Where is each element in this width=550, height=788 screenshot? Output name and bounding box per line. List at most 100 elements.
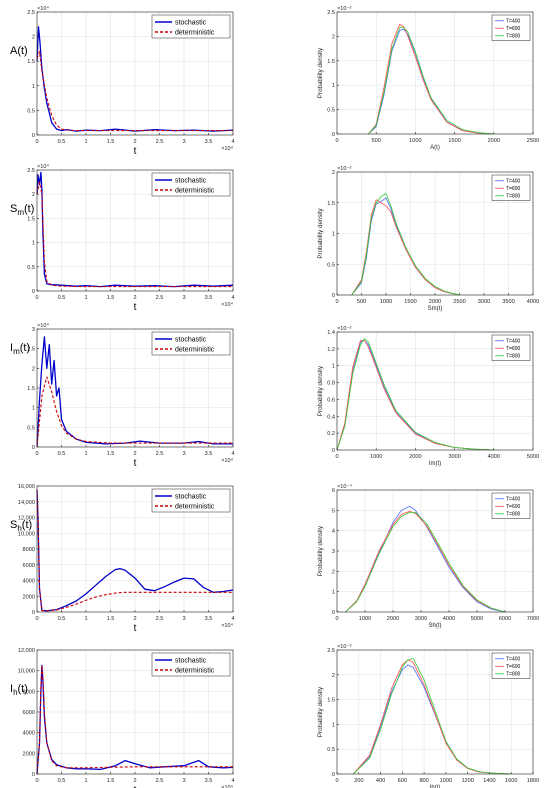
y-tick-label: 0 (332, 293, 335, 299)
y-axis-label: Sm(t) (10, 203, 34, 217)
x-tick-label: 600 (398, 778, 407, 784)
x-tick-label: 4000 (527, 299, 539, 305)
x-tick-label: 2000 (409, 454, 421, 460)
series-line-t-600 (351, 199, 460, 296)
series-line-t-600 (352, 659, 512, 775)
legend-box (491, 334, 531, 361)
legend-label: T=800 (506, 672, 521, 678)
series-line-stochastic (36, 664, 234, 775)
x-tick-label: 1000 (440, 778, 452, 784)
y-tick-label: 0 (32, 133, 35, 139)
y-tick-label: 1 (332, 722, 335, 728)
y-tick-label: 1.2 (327, 347, 335, 353)
series-line-t-800 (351, 193, 460, 296)
x-tick-label: 0 (35, 451, 38, 457)
x-tick-label: 3 (182, 295, 185, 301)
x-tick-label: 1 (84, 451, 87, 457)
x-tick-label: 1 (84, 295, 87, 301)
x-tick-label: 1.5 (107, 139, 115, 145)
series-line-t-600 (368, 23, 494, 135)
x-tick-label: 400 (376, 778, 385, 784)
y-tick-label: 1.5 (27, 59, 35, 65)
y-tick-label: 4000 (23, 579, 35, 585)
legend: stochastic deterministic (151, 488, 231, 513)
y-tick-label: 6000 (23, 563, 35, 569)
x-exponent-label: ×10⁴ (221, 301, 233, 308)
x-axis-label: Sm(t) (428, 306, 443, 312)
x-tick-label: 800 (419, 778, 428, 784)
x-exponent-label: ×10⁴ (221, 457, 233, 464)
legend-label: stochastic (175, 657, 207, 664)
y-tick-label: 0.6 (327, 397, 335, 403)
x-tick-label: 0 (335, 138, 338, 144)
legend-label: deterministic (175, 667, 215, 674)
x-tick-label: 1400 (483, 778, 495, 784)
y-exponent-label: ×10⁻³ (337, 6, 351, 12)
x-tick-label: 0.5 (58, 295, 66, 301)
x-tick-label: 0 (335, 778, 338, 784)
series-line-deterministic (36, 489, 233, 612)
x-exponent-label: ×10⁴ (221, 622, 233, 629)
y-tick-label: 0 (32, 289, 35, 295)
series-line-t-800 (345, 512, 506, 613)
y-tick-label: 4000 (23, 731, 35, 737)
y-tick-label: 0.8 (327, 381, 335, 387)
x-tick-label: 3.5 (205, 616, 213, 622)
x-tick-label: 2.5 (156, 295, 164, 301)
legend-label: T=800 (506, 354, 521, 360)
x-tick-label: 4 (231, 451, 234, 457)
legend-label: deterministic (175, 29, 215, 36)
y-exponent-label: ×10⁻³ (337, 166, 351, 172)
y-axis-label: Probability density (317, 525, 324, 576)
legend-label: deterministic (175, 503, 215, 510)
y-exponent-label: ×10⁻³ (337, 644, 351, 650)
x-tick-label: 500 (372, 138, 381, 144)
x-tick-label: 2500 (527, 138, 539, 144)
y-exponent-label: ×10⁴ (37, 163, 49, 170)
legend-label: T=800 (506, 194, 521, 200)
y-tick-label: 8000 (23, 547, 35, 553)
y-tick-label: 2.5 (27, 347, 35, 353)
x-tick-label: 3 (182, 616, 185, 622)
series-line-deterministic (36, 50, 233, 132)
x-axis-label: A(t) (430, 145, 440, 151)
x-tick-label: 2000 (429, 299, 441, 305)
axes-frame (336, 649, 534, 775)
y-tick-label: 0.4 (327, 414, 335, 420)
y-axis-label: A(t) (10, 45, 28, 57)
x-tick-label: 0.5 (58, 616, 66, 622)
legend: stochastic deterministic (151, 172, 231, 197)
x-tick-label: 4 (231, 295, 234, 301)
y-tick-label: 3 (332, 549, 335, 555)
y-axis-label: Probability density (317, 207, 324, 258)
x-tick-label: 4 (231, 616, 234, 622)
x-tick-label: 1200 (461, 778, 473, 784)
legend-label: stochastic (175, 493, 207, 500)
y-tick-label: 0.5 (327, 262, 335, 268)
x-tick-label: 2.5 (156, 451, 164, 457)
y-tick-label: 0.5 (27, 108, 35, 114)
x-tick-label: 2 (133, 139, 136, 145)
y-tick-label: 1.4 (327, 330, 335, 336)
x-tick-label: 1600 (505, 778, 517, 784)
y-tick-label: 6000 (23, 710, 35, 716)
legend-label: T=400 (506, 497, 521, 503)
y-tick-label: 0 (332, 132, 335, 138)
y-exponent-label: ×10⁴ (37, 5, 49, 12)
x-axis-label: Im(t) (429, 461, 441, 467)
x-tick-label: 3.5 (205, 295, 213, 301)
x-axis-label: t (134, 302, 137, 313)
y-tick-label: 1 (32, 84, 35, 90)
y-tick-label: 0 (32, 772, 35, 778)
y-axis-label: Probability density (317, 686, 324, 737)
y-tick-label: 1 (332, 83, 335, 89)
x-tick-label: 3000 (478, 299, 490, 305)
x-tick-label: 3500 (502, 299, 514, 305)
x-tick-label: 0.5 (58, 451, 66, 457)
chart-panel-7: 0 0.5 1 1.5 2 2.5 3 3.5 4 0 2000 4000 6000 8000 10,000… (10, 484, 235, 634)
x-tick-label: 0 (335, 454, 338, 460)
y-tick-label: 2000 (23, 594, 35, 600)
legend-label: T=600 (506, 186, 521, 192)
y-tick-label: 1.5 (27, 386, 35, 392)
